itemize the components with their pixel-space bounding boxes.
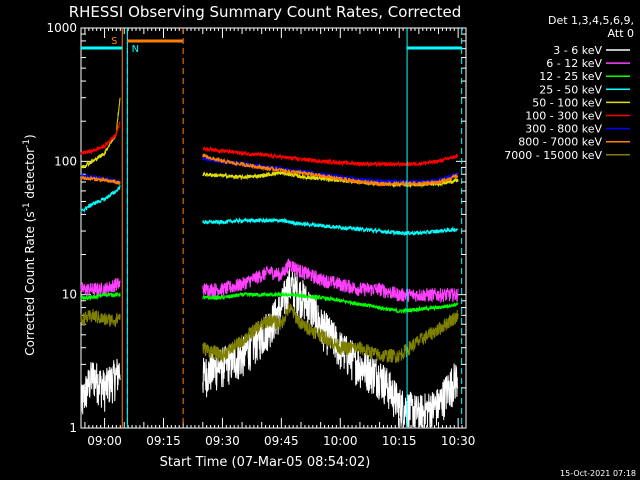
y-axis-title-main: Corrected Count Rate (s — [23, 211, 37, 355]
series-segment — [202, 302, 459, 364]
series-line-3 — [80, 291, 459, 314]
legend-header-line2: Att 0 — [608, 27, 634, 40]
series-segment — [80, 278, 121, 297]
x-tick-label: 10:00 — [323, 434, 358, 448]
series-segment — [80, 308, 121, 327]
footer-timestamp: 15-Oct-2021 07:18 — [560, 469, 636, 478]
x-axis-title: Start Time (07-Mar-05 08:54:02) — [160, 455, 371, 470]
series-segment — [202, 145, 459, 168]
series-line-1 — [80, 268, 459, 428]
series-segment — [80, 175, 121, 186]
plot-area: 1 10 100 1000 09:00 09:15 09:30 09:45 10:00 10:15… — [46, 21, 475, 448]
legend-label: 50 - 100 keV — [532, 96, 602, 109]
series-segment — [80, 291, 121, 302]
series-segment — [202, 291, 459, 314]
series-segment — [202, 258, 459, 304]
y-axis-title-sup1: -1 — [22, 202, 32, 211]
series-segment — [202, 217, 459, 237]
series-line-6 — [80, 121, 459, 168]
x-tick-label: 09:45 — [264, 434, 299, 448]
series-line-9 — [80, 302, 459, 364]
x-tick-label: 10:15 — [382, 434, 417, 448]
series-segment — [202, 268, 459, 428]
y-tick-label: 1000 — [46, 21, 77, 35]
y-tick-label: 100 — [54, 154, 77, 168]
y-axis-title: Corrected Count Rate (s-1 detector-1) — [22, 134, 37, 355]
x-tick-label: 09:30 — [205, 434, 240, 448]
series-segment — [80, 358, 121, 415]
legend-label: 7000 - 15000 keV — [504, 149, 602, 162]
series-line-2 — [80, 258, 459, 304]
series-segment — [202, 153, 459, 188]
night-label: N — [132, 44, 139, 55]
series-segment — [202, 156, 459, 186]
y-axis-title-mid: detector — [23, 148, 37, 203]
series-segment — [80, 184, 121, 214]
y-axis-title-end: ) — [23, 134, 37, 139]
legend-label: 800 - 7000 keV — [518, 136, 602, 149]
legend-label: 3 - 6 keV — [553, 44, 602, 57]
series-line-4 — [80, 184, 459, 237]
x-tick-label: 10:30 — [441, 434, 476, 448]
y-tick-label: 1 — [69, 421, 77, 435]
legend-header-line1: Det 1,3,4,5,6,9, — [548, 14, 634, 27]
x-tick-label: 09:00 — [87, 434, 122, 448]
chart-title: RHESSI Observing Summary Count Rates, Co… — [69, 3, 462, 21]
y-tick-label: 10 — [62, 288, 77, 302]
legend-label: 100 - 300 keV — [525, 110, 602, 123]
legend-label: 6 - 12 keV — [546, 57, 602, 70]
x-tick-label: 09:15 — [146, 434, 181, 448]
series-segment — [80, 121, 121, 155]
series-line-8 — [80, 153, 459, 188]
legend-label: 12 - 25 keV — [539, 70, 602, 83]
saa-label: S — [111, 36, 117, 47]
legend-label: 300 - 800 keV — [525, 123, 602, 136]
y-axis-title-sup2: -1 — [22, 139, 32, 148]
legend-label: 25 - 50 keV — [539, 83, 602, 96]
svg-text:Corrected Count Rate (s-1 dete: Corrected Count Rate (s-1 detector-1) — [22, 134, 37, 355]
